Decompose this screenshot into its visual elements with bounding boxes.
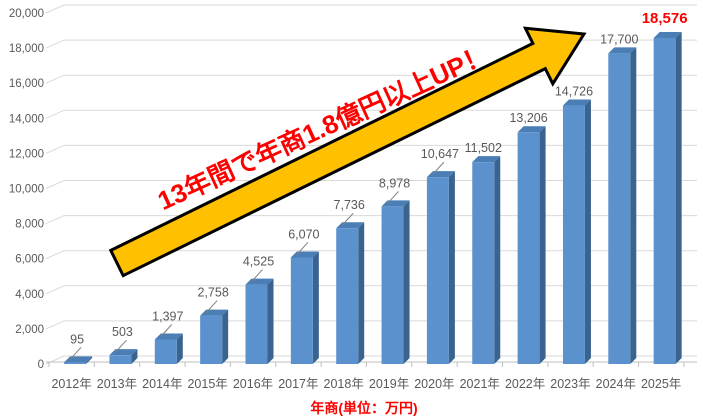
bar-side-face <box>494 156 501 364</box>
data-label: 4,525 <box>243 255 274 269</box>
gridline-depth-stub <box>45 320 65 330</box>
data-label-leader-line <box>69 346 82 360</box>
data-label-leader-line <box>160 324 173 337</box>
x-axis-category-label: 2021年 <box>460 377 500 391</box>
bar <box>336 228 359 364</box>
x-axis-category-label: 2019年 <box>369 377 409 391</box>
y-axis-tick-label: 4,000 <box>15 289 44 301</box>
data-label: 17,700 <box>600 32 638 46</box>
x-axis-category-label: 2024年 <box>596 377 636 391</box>
bar <box>517 132 540 364</box>
y-axis-tick-label: 18,000 <box>9 43 44 55</box>
data-label: 11,502 <box>465 141 502 155</box>
bar-top-face <box>517 126 546 133</box>
bar-side-face <box>539 126 546 364</box>
data-label: 2,758 <box>198 286 229 300</box>
bar-side-face <box>630 47 637 365</box>
gridline-depth-stub <box>45 285 65 295</box>
y-axis-tick-label: 20,000 <box>9 8 44 20</box>
data-label: 503 <box>112 325 133 339</box>
data-label-leader-line <box>205 300 218 313</box>
bar-side-face <box>584 99 591 364</box>
x-axis-category-label: 2016年 <box>233 377 273 391</box>
bar-side-face <box>675 31 682 364</box>
gridline-depth-stub <box>45 4 65 14</box>
y-axis-tick-label: 6,000 <box>15 254 44 266</box>
growth-arrow <box>108 26 587 278</box>
x-axis-category-label: 2018年 <box>324 377 364 391</box>
gridline-depth-stub <box>45 109 65 119</box>
gridline-depth-stub <box>45 74 65 84</box>
x-axis-category-label: 2014年 <box>142 377 182 391</box>
data-label: 10,647 <box>421 147 459 161</box>
data-label: 13,206 <box>509 111 547 125</box>
x-axis-category-label: 2022年 <box>505 377 545 391</box>
y-axis-tick-label: 10,000 <box>9 184 44 196</box>
bar-side-face <box>312 251 319 364</box>
gridline-depth-stub <box>45 180 65 189</box>
x-axis-category-label: 2023年 <box>550 377 590 391</box>
gridline-depth-stub <box>45 144 65 154</box>
bar-side-face <box>267 278 274 364</box>
bar <box>290 257 313 364</box>
gridline-depth-stub <box>45 39 65 49</box>
bar-side-face <box>222 309 229 364</box>
y-axis-tick-label: 8,000 <box>15 219 44 231</box>
bar-side-face <box>86 356 93 364</box>
data-label: 8,978 <box>379 176 410 190</box>
bar-side-face <box>448 171 455 364</box>
y-axis-tick-label: 14,000 <box>9 113 44 125</box>
bar <box>426 177 449 364</box>
bar-side-face <box>131 349 138 364</box>
gridline-depth-stub <box>45 215 65 225</box>
bar-side-face <box>176 333 183 364</box>
data-label: 6,070 <box>288 227 319 241</box>
bar-top-face <box>562 99 591 106</box>
bar-top-face <box>653 31 682 38</box>
bar-side-face <box>403 200 410 364</box>
bar <box>653 37 676 364</box>
bar <box>562 105 585 364</box>
bar <box>64 362 87 364</box>
data-label: 14,726 <box>555 85 593 99</box>
bar <box>109 355 132 364</box>
bar <box>200 315 223 364</box>
data-label: 18,576 <box>642 10 688 27</box>
bar <box>154 339 177 364</box>
y-axis-tick-label: 12,000 <box>9 148 44 160</box>
data-label-leader-line <box>115 339 127 353</box>
x-axis-category-label: 2020年 <box>414 377 454 391</box>
bar <box>608 53 631 365</box>
bar <box>472 162 495 364</box>
data-label-leader-line <box>387 191 399 204</box>
y-axis-tick-label: 2,000 <box>15 324 44 336</box>
data-label-leader-line <box>341 212 354 226</box>
x-axis-category-label: 2013年 <box>97 377 137 391</box>
bar-top-face <box>608 47 637 54</box>
data-label-leader-line <box>432 161 445 175</box>
bar <box>245 284 268 364</box>
data-label: 7,736 <box>334 198 365 212</box>
x-axis-category-label: 2017年 <box>278 377 318 391</box>
bar-side-face <box>358 222 365 364</box>
x-axis-category-label: 2025年 <box>641 377 681 391</box>
y-axis-tick-label: 16,000 <box>9 78 44 90</box>
bar <box>381 206 404 364</box>
data-label: 1,397 <box>152 309 183 323</box>
y-axis-tick-label: 0 <box>38 359 44 371</box>
data-label-leader-line <box>251 269 263 282</box>
x-axis-category-label: 2012年 <box>51 377 91 391</box>
x-axis-title: 年商(単位：万円) <box>310 400 418 416</box>
x-axis-category-label: 2015年 <box>187 377 227 391</box>
data-label: 95 <box>70 332 84 346</box>
bar-top-face <box>472 156 501 163</box>
gridline-depth-stub <box>45 250 65 260</box>
data-label-leader-line <box>296 242 309 255</box>
